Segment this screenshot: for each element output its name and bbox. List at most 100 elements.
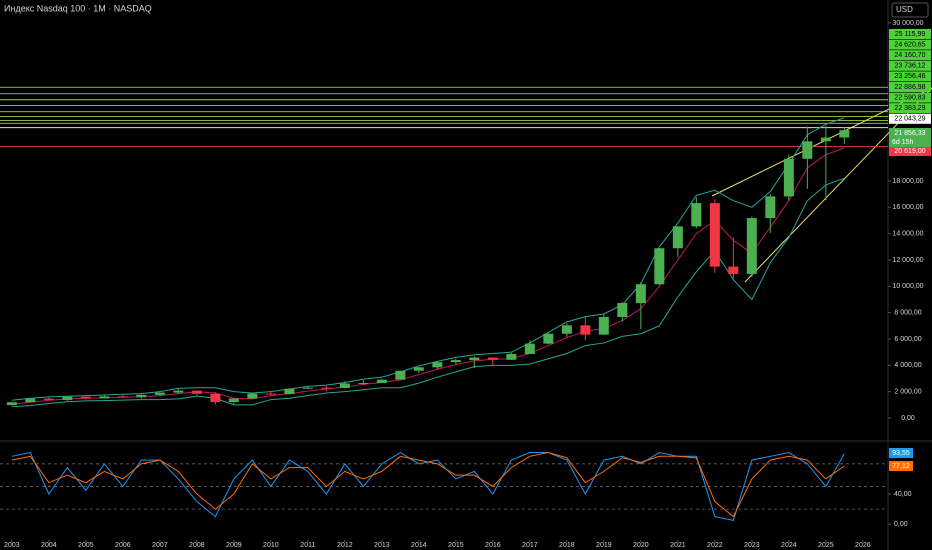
level-label: 24 160,70 [894, 52, 925, 59]
x-tick-label: 2024 [781, 542, 797, 549]
x-tick-label: 2026 [855, 542, 871, 549]
candle-body [783, 158, 794, 197]
level-label: 20 619,00 [894, 148, 925, 155]
candle-body [80, 396, 91, 399]
candle-body [487, 357, 498, 360]
x-tick-label: 2009 [226, 542, 242, 549]
x-tick-label: 2003 [4, 542, 20, 549]
stoch-y-tick-label: 0,00 [894, 521, 908, 528]
candle-body [376, 379, 387, 383]
y-tick-label: 18 000,00 [892, 178, 923, 185]
candle-body [191, 390, 202, 394]
candle-body [450, 360, 461, 363]
x-tick-label: 2008 [189, 542, 205, 549]
level-label: 24 620,65 [894, 41, 925, 48]
stoch-label-box [889, 448, 913, 458]
candle-body [210, 393, 221, 403]
level-label-box [889, 113, 931, 124]
x-tick-label: 2011 [300, 542, 315, 549]
level-label-box [889, 92, 931, 103]
level-label: 25 115,99 [895, 31, 926, 38]
x-tick-label: 2020 [633, 542, 649, 549]
x-tick-label: 2015 [448, 542, 464, 549]
candle-body [117, 396, 128, 398]
current-price-box [889, 128, 931, 147]
candle-body [228, 398, 239, 403]
candle-body [709, 203, 720, 267]
level-label-box [889, 103, 931, 114]
level-label-box [889, 60, 931, 71]
candle-body [321, 387, 332, 389]
candle-body [765, 196, 776, 219]
level-label: 22 043,29 [894, 116, 925, 123]
candle-body [635, 284, 646, 304]
candle-body [506, 354, 517, 360]
level-label-box [889, 82, 931, 92]
candle-body [43, 398, 54, 400]
stoch-last-label: 77,12 [892, 463, 910, 470]
candle-body [598, 316, 609, 335]
level-label-box [889, 71, 931, 82]
level-label: 22 886,98 [894, 84, 925, 91]
candle-body [672, 226, 683, 249]
candle-body [99, 396, 110, 399]
y-tick-label: 0,00 [901, 415, 915, 422]
currency[interactable]: USD [896, 5, 913, 14]
y-tick-label: 6 000,00 [894, 336, 921, 343]
stoch-last-label: 93,55 [892, 450, 910, 457]
stoch-line [11, 452, 845, 518]
candle-body [820, 137, 831, 142]
candle-body [173, 390, 184, 393]
x-tick-label: 2016 [485, 542, 501, 549]
x-tick-label: 2006 [115, 542, 131, 549]
band-upper [11, 117, 845, 401]
candle-body [358, 382, 369, 384]
level-label: 23 736,12 [894, 63, 925, 70]
candle-body [543, 333, 554, 344]
x-tick-label: 2012 [337, 542, 353, 549]
candle-body [580, 325, 591, 335]
candle-body [247, 393, 258, 399]
candle-body [25, 398, 36, 403]
level-label: 22 590,83 [894, 94, 925, 101]
countdown: 6d 15h [892, 139, 914, 146]
plot: 0,00 2 000,00 4 000,00 6 000,00 8 000,00 10 0… [0, 20, 931, 549]
y-tick-label: 2 000,00 [894, 389, 921, 396]
level-label-box [889, 50, 931, 61]
level-label: 23 256,46 [894, 73, 925, 80]
candle-body [617, 303, 628, 317]
x-tick-label: 2004 [41, 542, 57, 549]
level-label: 22 383,29 [894, 105, 925, 112]
x-tick-label: 2023 [744, 542, 760, 549]
stoch-label-box [889, 461, 913, 471]
x-tick-label: 2017 [522, 542, 538, 549]
x-tick-label: 2018 [559, 542, 575, 549]
candle-body [395, 370, 406, 380]
candle-body [561, 325, 572, 334]
y-tick-label: 8 000,00 [894, 309, 921, 316]
candle-body [6, 402, 17, 406]
level-label-box [889, 29, 931, 39]
x-tick-label: 2013 [374, 542, 390, 549]
y-tick-label: 4 000,00 [894, 362, 921, 369]
candle-body [802, 141, 813, 159]
stoch-y-tick-label: 40,00 [894, 491, 912, 498]
x-tick-label: 2022 [707, 542, 723, 549]
candle-body [746, 218, 757, 274]
y-tick-label: 12 000,00 [892, 257, 923, 264]
y-tick-label: 30 000,00 [892, 20, 923, 27]
level-label-box [889, 146, 931, 156]
currency-box[interactable] [891, 2, 929, 18]
candle-body [284, 388, 295, 395]
band-lower [11, 177, 845, 408]
candle-body [413, 367, 424, 371]
x-tick-label: 2019 [596, 542, 612, 549]
current-price-label: 21 856,33 [894, 130, 925, 137]
candle-body [154, 392, 165, 395]
candle-body [839, 130, 850, 138]
x-tick-label: 2025 [818, 542, 834, 549]
y-tick-label: 10 000,00 [892, 283, 923, 290]
